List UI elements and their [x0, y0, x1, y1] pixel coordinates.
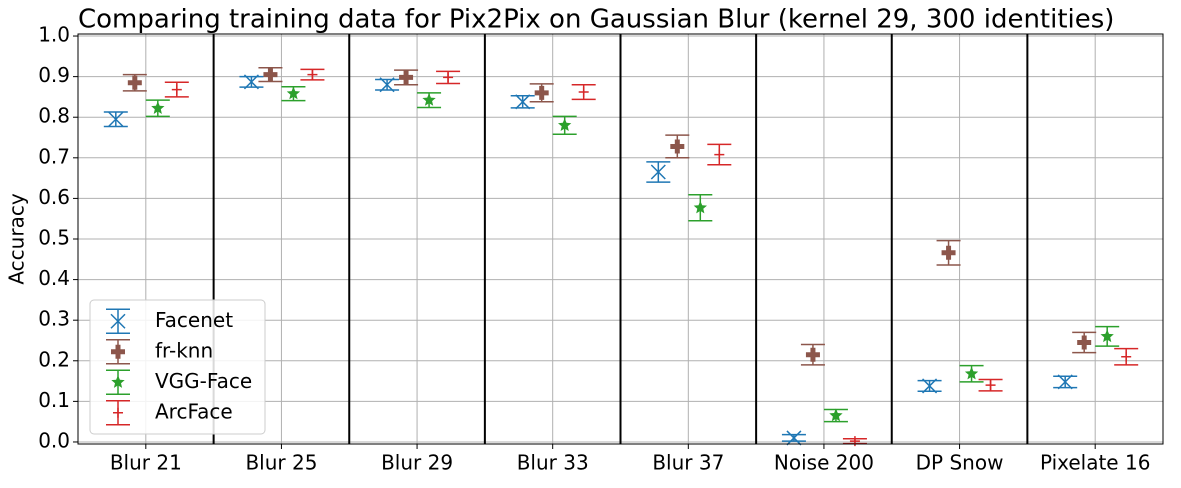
marker [985, 380, 996, 391]
x-tick-label: Blur 33 [517, 451, 589, 475]
series [145, 86, 1120, 423]
marker [379, 77, 395, 93]
marker [443, 72, 454, 83]
y-tick-label: 0.1 [38, 388, 70, 412]
marker [829, 408, 843, 422]
y-tick-label: 0.9 [38, 63, 70, 87]
marker [307, 69, 318, 80]
marker [111, 344, 125, 359]
marker [110, 313, 126, 329]
marker [263, 67, 278, 82]
marker [111, 375, 125, 388]
x-tick-label: Noise 200 [774, 451, 874, 475]
y-tick-label: 0.8 [38, 104, 70, 128]
marker [422, 93, 436, 106]
marker [1057, 374, 1073, 390]
legend-label: VGG-Face [155, 369, 252, 393]
marker [693, 200, 707, 214]
marker [1100, 329, 1114, 343]
marker [578, 87, 589, 98]
marker [127, 75, 142, 90]
chart-title: Comparing training data for Pix2Pix on G… [78, 5, 1114, 35]
y-axis-label: Accuracy [5, 193, 29, 284]
marker [650, 164, 666, 180]
series [164, 68, 1139, 447]
y-tick-label: 0.5 [38, 226, 70, 250]
plot-frame [77, 33, 1164, 445]
y-tick-label: 0.3 [38, 307, 70, 331]
legend-label: Facenet [155, 308, 233, 332]
y-tick-label: 1.0 [38, 23, 70, 47]
y-tick-label: 0.6 [38, 185, 70, 209]
x-tick-label: Pixelate 16 [1040, 451, 1150, 475]
marker [113, 407, 123, 418]
y-tick-label: 0.0 [38, 428, 70, 452]
marker [286, 86, 301, 100]
x-tick-label: Blur 29 [381, 451, 453, 475]
marker [1121, 351, 1132, 362]
marker [670, 139, 685, 154]
y-tick-label: 0.2 [38, 347, 70, 371]
marker [534, 85, 549, 100]
marker [805, 347, 820, 362]
series [122, 66, 1097, 366]
legend-label: fr-knn [155, 338, 213, 362]
legend [89, 299, 266, 435]
series [103, 74, 1078, 446]
legend-label: ArcFace [155, 399, 233, 423]
marker [941, 245, 956, 260]
marker [108, 111, 124, 127]
marker [151, 101, 165, 114]
y-tick-label: 0.4 [38, 266, 70, 290]
marker [922, 378, 938, 394]
marker [849, 436, 860, 447]
x-tick-label: Blur 25 [245, 451, 317, 475]
marker [964, 366, 979, 380]
marker [515, 94, 531, 110]
marker [243, 74, 259, 90]
x-tick-label: DP Snow [916, 451, 1004, 475]
marker [399, 70, 414, 85]
marker [786, 430, 802, 446]
y-tick-label: 0.7 [38, 144, 70, 168]
marker [558, 118, 572, 131]
marker [1077, 335, 1092, 350]
marker [171, 84, 182, 95]
x-tick-label: Blur 37 [652, 451, 724, 475]
marker [714, 149, 725, 160]
x-tick-label: Blur 21 [110, 451, 182, 475]
